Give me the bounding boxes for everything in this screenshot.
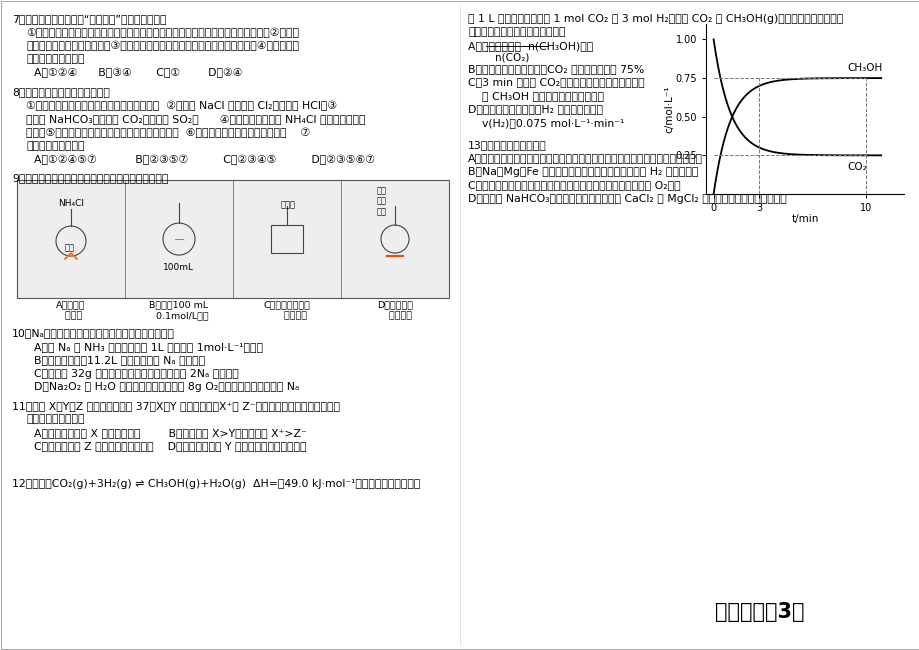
Text: D．Na₂O₂ 与 H₂O 反应，生成常温高压下 8g O₂，反应中转移电子数为 Nₐ: D．Na₂O₂ 与 H₂O 反应，生成常温高压下 8g O₂，反应中转移电子数为… — [34, 382, 299, 392]
Text: v(H₂)＝0.075 mol·L⁻¹·min⁻¹: v(H₂)＝0.075 mol·L⁻¹·min⁻¹ — [482, 118, 624, 128]
Text: A．将二氧化硫气体通入淡黄色的渴水中使其颜色褪去，说明二氧化硫具有漂白性: A．将二氧化硫气体通入淡黄色的渴水中使其颜色褪去，说明二氧化硫具有漂白性 — [468, 153, 702, 163]
Y-axis label: c/mol·L⁻¹: c/mol·L⁻¹ — [664, 85, 674, 133]
Text: 下列推测不正确的是: 下列推测不正确的是 — [26, 415, 85, 424]
Text: D．从反应开始到平衡，H₂ 的平均反应速率: D．从反应开始到平衡，H₂ 的平均反应速率 — [468, 105, 602, 114]
Text: 如右图示。下列叙述中，正确的是: 如右图示。下列叙述中，正确的是 — [468, 27, 565, 38]
Text: ①用乙醇和浓硫酸除去乙酸乙酯中的少量乙酸  ②用饱和 NaCl 溶液除去 Cl₂中的少量 HCl；③: ①用乙醇和浓硫酸除去乙酸乙酯中的少量乙酸 ②用饱和 NaCl 溶液除去 Cl₂中… — [26, 100, 336, 110]
Text: 13．下列叙述正确的是：: 13．下列叙述正确的是： — [468, 140, 546, 150]
Text: C．3 min 时，用 CO₂的浓度表示的正反应速率等于: C．3 min 时，用 CO₂的浓度表示的正反应速率等于 — [468, 77, 644, 88]
Text: 量碳；⑤用酵和澄清石灰水验证蛋壳中含有碳酸盐；  ⑥用米汤检验食用加碘盐中含碘；    ⑦: 量碳；⑤用酵和澄清石灰水验证蛋壳中含有碳酸盐； ⑥用米汤检验食用加碘盐中含碘； … — [26, 127, 310, 138]
Text: B．Na、Mg、Fe 等金属在一定条件下与水反应都生成 H₂ 和对应的碱: B．Na、Mg、Fe 等金属在一定条件下与水反应都生成 H₂ 和对应的碱 — [468, 166, 698, 177]
Text: 温度计: 温度计 — [280, 200, 296, 209]
Text: 乙酸乙酯: 乙酸乙酯 — [377, 311, 412, 320]
Text: B．标准状况下，11.2L 氯气中约含有 Nₐ 个氯原子: B．标准状况下，11.2L 氯气中约含有 Nₐ 个氯原子 — [34, 355, 205, 365]
Text: B．配制100 mL: B．配制100 mL — [149, 300, 209, 309]
Text: 12．已知：CO₂(g)+3H₂(g) ⇌ CH₃OH(g)+H₂O(g)  ΔH=－49.0 kJ·mol⁻¹，一定条件下，向体积: 12．已知：CO₂(g)+3H₂(g) ⇌ CH₃OH(g)+H₂O(g) ΔH… — [12, 479, 420, 489]
Text: 为 1 L 的密闭容器中充入 1 mol CO₂ 和 3 mol H₂，测得 CO₂ 和 CH₃OH(g)的浓度随时间变化曲线: 为 1 L 的密闭容器中充入 1 mol CO₂ 和 3 mol H₂，测得 C… — [468, 14, 843, 24]
Text: A．升高温度能使  n(CH₃OH)增大: A．升高温度能使 n(CH₃OH)增大 — [468, 41, 593, 51]
Bar — [17, 180, 448, 298]
Text: C．测定中和反应: C．测定中和反应 — [263, 300, 310, 309]
Text: 用 CH₃OH 的浓度表示的逆反应速率: 用 CH₃OH 的浓度表示的逆反应速率 — [482, 91, 604, 101]
Text: C．常温下 32g 含有少量臭氧的氧气中，共含有 2Nₐ 个氧原子: C．常温下 32g 含有少量臭氧的氧气中，共含有 2Nₐ 个氧原子 — [34, 369, 239, 378]
Text: 选择练习（3）: 选择练习（3） — [714, 602, 804, 622]
Text: 0.1mol/L盐酸: 0.1mol/L盐酸 — [150, 311, 208, 320]
Text: 材料制成光伏发电装置发电；③限制化学发展，关停化工企业，消除污染源头；④大力发展潮: 材料制成光伏发电装置发电；③限制化学发展，关停化工企业，消除污染源头；④大力发展… — [26, 41, 299, 51]
Text: 用饱和 NaHCO₃溶液除去 CO₂中的少量 SO₂；      ④用加热的方法提取 NH₄Cl 固体中混有的少: 用饱和 NaHCO₃溶液除去 CO₂中的少量 SO₂； ④用加热的方法提取 NH… — [26, 114, 365, 124]
Text: CO₂: CO₂ — [846, 162, 867, 172]
Text: A．①②④      B．③④       C．①        D．②④: A．①②④ B．③④ C．① D．②④ — [34, 68, 243, 79]
Text: 7．下列行为中符合促进“低碳经济”发展宗旨的是：: 7．下列行为中符合促进“低碳经济”发展宗旨的是： — [12, 14, 166, 24]
Text: A．实验室: A．实验室 — [56, 300, 85, 309]
Text: 棉花: 棉花 — [65, 243, 75, 252]
Text: 用纯碱溶液洗浤餐具: 用纯碱溶液洗浤餐具 — [26, 141, 85, 151]
Text: 8．下列实验能达到预期目的的是: 8．下列实验能达到预期目的的是 — [12, 87, 109, 97]
Text: n(CO₂): n(CO₂) — [494, 53, 528, 62]
Text: NH₄Cl: NH₄Cl — [58, 199, 84, 208]
Text: A．将 Nₐ 个 NH₃ 分子气体溶于 1L 水中得到 1mol·L⁻¹的氨水: A．将 Nₐ 个 NH₃ 分子气体溶于 1L 水中得到 1mol·L⁻¹的氨水 — [34, 341, 263, 352]
X-axis label: t/min: t/min — [790, 214, 818, 224]
Text: 的反应热: 的反应热 — [267, 311, 307, 320]
Text: CH₃OH: CH₃OH — [846, 62, 882, 73]
Text: A．同周期元素中 X 的金属性最强        B．原子半径 X>Y，离子半径 X⁺>Z⁻: A．同周期元素中 X 的金属性最强 B．原子半径 X>Y，离子半径 X⁺>Z⁻ — [34, 428, 306, 438]
Text: 9．下图所示的实验装置或操作不能达到实验目的的是: 9．下图所示的实验装置或操作不能达到实验目的的是 — [12, 174, 168, 183]
Text: 100mL: 100mL — [163, 263, 194, 272]
Text: C．同族元素中 Z 的氧化物稳定性最高    D．同周期元素中 Y 的最高含氧酸的酸性最强: C．同族元素中 Z 的氧化物稳定性最高 D．同周期元素中 Y 的最高含氧酸的酸性… — [34, 441, 306, 452]
Text: 汐能、风能、核能。: 汐能、风能、核能。 — [26, 55, 85, 64]
Text: A．①②④⑤⑦           B．②③⑤⑦          C．②③④⑤          D．②③⑤⑥⑦: A．①②④⑤⑦ B．②③⑤⑦ C．②③④⑤ D．②③⑤⑥⑦ — [34, 155, 375, 165]
Text: B．反应达到平衡状态时，CO₂ 的平衡转化率为 75%: B．反应达到平衡状态时，CO₂ 的平衡转化率为 75% — [468, 64, 643, 74]
Text: 乙醇
乙酸
硫酸: 乙醇 乙酸 硫酸 — [377, 187, 387, 216]
Text: 制氨气: 制氨气 — [60, 311, 83, 320]
Text: 11．元素 X、Y、Z 原子序数之和为 37，X、Y 在同一周期，X⁺与 Z⁻具有相同的核外电子层结构。: 11．元素 X、Y、Z 原子序数之和为 37，X、Y 在同一周期，X⁺与 Z⁻具… — [12, 401, 340, 411]
Bar — [271, 225, 302, 253]
Text: ①推广利用微生物发酵技术，将植物枯杆、动物粪便等制成沼气以替代液化石油气；②利用硅: ①推广利用微生物发酵技术，将植物枯杆、动物粪便等制成沼气以替代液化石油气；②利用… — [26, 27, 299, 38]
Text: C．用砂纸打磨过的铝箔放在酒精灯焊上不燃烧，说明铝不易与 O₂反应: C．用砂纸打磨过的铝箔放在酒精灯焊上不燃烧，说明铝不易与 O₂反应 — [468, 180, 680, 190]
Text: D．实验室制: D．实验室制 — [377, 300, 413, 309]
Text: 10．Nₐ代表阿伏加德罗常数，下列有关叙述正确的是: 10．Nₐ代表阿伏加德罗常数，下列有关叙述正确的是 — [12, 328, 175, 338]
Text: D．向装有 NaHCO₃溶液的两支试管中各滴入 CaCl₂ 和 MgCl₂ 的饱和溶液，后者有沉淠呈现: D．向装有 NaHCO₃溶液的两支试管中各滴入 CaCl₂ 和 MgCl₂ 的饱… — [468, 194, 786, 203]
